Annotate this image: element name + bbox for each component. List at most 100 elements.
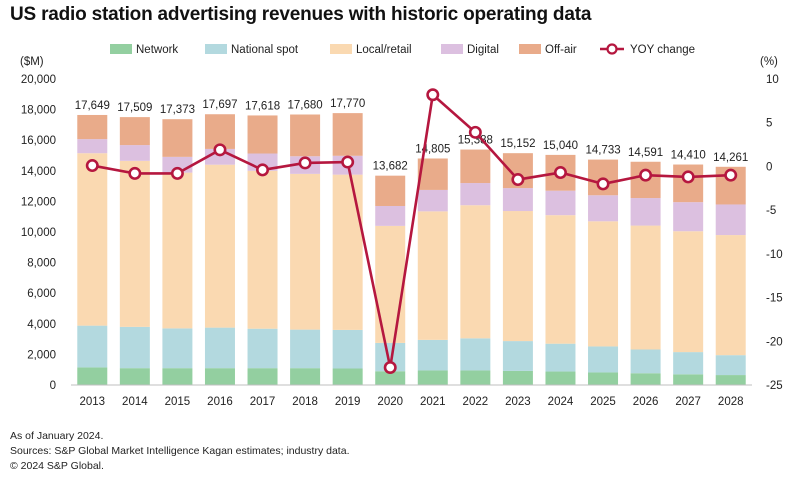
- legend-swatch: [519, 44, 541, 54]
- right-tick-label: 5: [766, 118, 772, 130]
- bar-segment-local-retail: [119, 160, 150, 327]
- bar-segment-national-spot: [290, 329, 321, 369]
- bar-segment-local-retail: [673, 231, 704, 353]
- bar-total-label: 17,697: [202, 99, 237, 111]
- x-tick-label: 2027: [675, 396, 701, 408]
- bar-total-label: 15,040: [543, 140, 578, 152]
- bar-segment-national-spot: [119, 326, 150, 369]
- yoy-change-point: [256, 163, 270, 177]
- x-tick-label: 2020: [377, 396, 403, 408]
- bar-segment-national-spot: [332, 329, 363, 369]
- bar-total-label: 17,680: [288, 99, 323, 111]
- x-tick-label: 2026: [633, 396, 659, 408]
- x-tick-label: 2023: [505, 396, 531, 408]
- legend-label: Off-air: [545, 44, 577, 56]
- bar-segment-off-air: [162, 119, 193, 157]
- bar-segment-local-retail: [502, 211, 533, 342]
- legend-label: Local/retail: [356, 44, 412, 56]
- x-tick-label: 2016: [207, 396, 233, 408]
- bar-segment-local-retail: [545, 215, 576, 344]
- bar-total-label: 17,373: [160, 104, 195, 116]
- bar-segment-national-spot: [460, 338, 491, 371]
- footnote-copyright: © 2024 S&P Global.: [10, 460, 104, 472]
- x-tick-label: 2014: [122, 396, 148, 408]
- bar-segment-local-retail: [77, 153, 108, 326]
- bar-total-label: 14,733: [585, 145, 620, 157]
- footnote-date: As of January 2024.: [10, 430, 104, 442]
- bar-segment-local-retail: [247, 170, 278, 329]
- bar-segment-national-spot: [673, 352, 704, 375]
- left-tick-label: 20,000: [21, 74, 56, 86]
- bar-segment-off-air: [204, 114, 235, 149]
- legend-label: National spot: [231, 44, 299, 56]
- bar-segment-digital: [545, 190, 576, 216]
- bar-total-label: 15,152: [500, 138, 535, 150]
- right-tick-label: -25: [766, 380, 783, 392]
- yoy-change-point: [341, 155, 355, 169]
- bar-segment-digital: [502, 188, 533, 212]
- yoy-change-point: [426, 88, 440, 102]
- bar-total-label: 14,261: [713, 152, 748, 164]
- bar-segment-local-retail: [588, 221, 619, 347]
- bar-segment-network: [460, 370, 491, 385]
- bar-segment-off-air: [460, 149, 491, 184]
- bar-segment-national-spot: [630, 349, 661, 374]
- x-tick-label: 2013: [79, 396, 105, 408]
- right-tick-label: -20: [766, 336, 783, 348]
- yoy-change-point: [128, 166, 142, 180]
- bar-segment-network: [204, 368, 235, 385]
- left-tick-label: 16,000: [21, 135, 56, 147]
- bar-total-label: 17,618: [245, 100, 280, 112]
- left-tick-label: 14,000: [21, 166, 56, 178]
- bar-segment-off-air: [247, 115, 278, 154]
- right-tick-label: -15: [766, 293, 783, 305]
- right-tick-label: -10: [766, 249, 783, 261]
- yoy-change-point: [468, 125, 482, 139]
- yoy-change-point: [298, 156, 312, 170]
- bar-segment-local-retail: [417, 211, 448, 340]
- bar-segment-digital: [77, 139, 108, 154]
- bar-segment-local-retail: [460, 205, 491, 339]
- legend-label: Digital: [467, 44, 499, 56]
- right-axis-label: (%): [760, 56, 778, 68]
- right-tick-label: 0: [766, 161, 772, 173]
- bar-segment-national-spot: [715, 355, 746, 376]
- x-tick-label: 2019: [335, 396, 361, 408]
- bar-segment-network: [162, 368, 193, 385]
- bar-segment-digital: [588, 195, 619, 222]
- bar-total-label: 17,509: [117, 102, 152, 114]
- bar-segment-network: [502, 370, 533, 385]
- legend-swatch: [330, 44, 352, 54]
- legend-swatch: [205, 44, 227, 54]
- bar-segment-national-spot: [204, 327, 235, 369]
- bar-total-label: 17,649: [75, 100, 110, 112]
- legend-label: Network: [136, 44, 178, 56]
- bar-segment-digital: [460, 183, 491, 206]
- bar-segment-national-spot: [588, 346, 619, 373]
- bar-segment-network: [332, 368, 363, 385]
- yoy-change-point: [596, 177, 610, 191]
- bar-segment-national-spot: [545, 343, 576, 372]
- bar-segment-network: [588, 372, 619, 385]
- x-tick-label: 2025: [590, 396, 616, 408]
- bar-segment-off-air: [375, 175, 406, 206]
- left-tick-label: 12,000: [21, 196, 56, 208]
- bar-segment-network: [630, 373, 661, 385]
- footnote-sources: Sources: S&P Global Market Intelligence …: [10, 445, 350, 457]
- bar-segment-local-retail: [162, 172, 193, 329]
- bar-segment-national-spot: [77, 325, 108, 368]
- left-tick-label: 2,000: [27, 349, 56, 361]
- bar-segment-digital: [630, 198, 661, 226]
- bar-segment-digital: [119, 145, 150, 161]
- bar-segment-local-retail: [630, 225, 661, 350]
- bar-segment-network: [247, 368, 278, 385]
- x-tick-label: 2015: [165, 396, 191, 408]
- x-tick-label: 2017: [250, 396, 276, 408]
- yoy-change-point: [213, 143, 227, 157]
- bar-segment-digital: [417, 189, 448, 212]
- left-tick-label: 8,000: [27, 258, 56, 270]
- bar-total-label: 13,682: [373, 161, 408, 173]
- bar-segment-local-retail: [290, 173, 321, 330]
